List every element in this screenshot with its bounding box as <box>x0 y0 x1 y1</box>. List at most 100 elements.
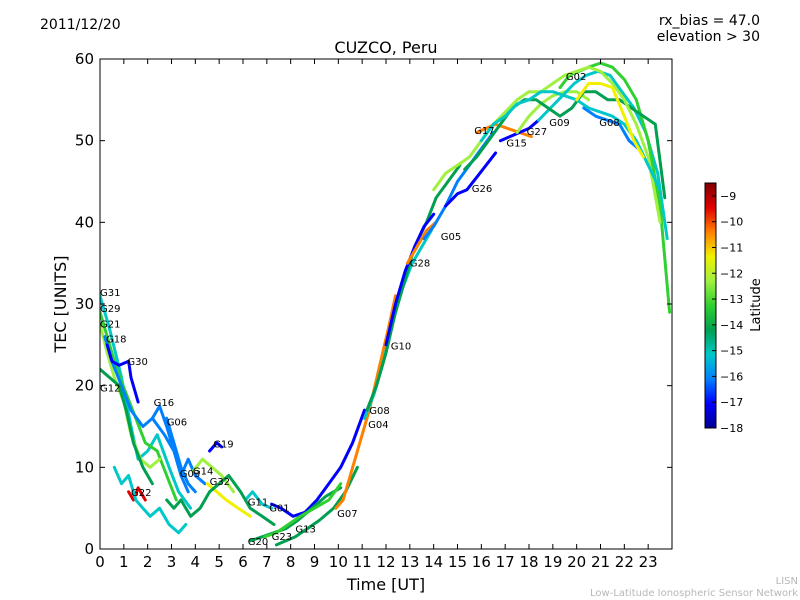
y-tick-label: 40 <box>75 213 94 231</box>
series-g23 <box>263 482 343 539</box>
elevation-label: elevation > 30 <box>656 29 760 45</box>
credits: LISN Low-Latitude Ionospheric Sensor Net… <box>590 576 798 600</box>
satellite-label: G01 <box>269 503 289 514</box>
series-g07 <box>334 294 397 510</box>
colorbar-tick-label: −12 <box>720 267 743 280</box>
satellite-label: G30 <box>127 357 147 368</box>
x-tick-label: 4 <box>191 553 201 571</box>
colorbar-ticks: −9 −10 −11 −12 −13 −14 −15 −16 −17 −18 <box>712 190 743 435</box>
x-tick-label: 22 <box>615 553 634 571</box>
satellite-label: G13 <box>295 525 315 536</box>
chart-title: CUZCO, Peru <box>334 38 438 57</box>
satellite-label: G31 <box>100 288 120 299</box>
y-tick-label: 50 <box>75 132 94 150</box>
satellite-label: G11 <box>248 498 268 509</box>
series-g29b <box>575 82 645 159</box>
series-g27 <box>515 90 591 134</box>
credits-network: Low-Latitude Ionospheric Sensor Network <box>590 588 798 599</box>
satellite-label: G20 <box>248 537 268 548</box>
x-tick-label: 13 <box>400 553 419 571</box>
colorbar-tick-label: −15 <box>720 345 743 358</box>
satellite-label: G23 <box>272 532 292 543</box>
x-tick-label: 21 <box>591 553 610 571</box>
series-g23b <box>463 90 667 200</box>
colorbar-tick-label: −17 <box>720 396 743 409</box>
y-tick-label: 10 <box>75 458 94 476</box>
satellite-label: G07 <box>337 509 357 520</box>
satellite-label: G18 <box>106 334 126 345</box>
date-label: 2011/12/20 <box>40 17 121 33</box>
satellite-label: G08 <box>599 118 619 129</box>
satellite-label: G27 <box>527 127 547 138</box>
x-tick-label: 18 <box>519 553 538 571</box>
y-tick-label: 30 <box>75 295 94 313</box>
satellite-label: G03 <box>180 469 200 480</box>
series-layer <box>100 61 672 547</box>
y-axis-label: TEC [UNITS] <box>51 256 70 354</box>
series-g31b <box>112 465 188 535</box>
satellite-label: G08 <box>369 406 389 417</box>
series-g25b <box>432 65 662 224</box>
x-tick-label: 19 <box>543 553 562 571</box>
x-tick-label: 10 <box>329 553 348 571</box>
satellite-label: G21 <box>100 320 120 331</box>
series-g08 <box>582 106 641 151</box>
x-tick-label: 6 <box>238 553 248 571</box>
x-tick-label: 5 <box>214 553 224 571</box>
x-tick-label: 7 <box>262 553 272 571</box>
y-tick-label: 20 <box>75 377 94 395</box>
series-g19 <box>208 441 224 453</box>
colorbar: −9 −10 −11 −12 −13 −14 −15 −16 −17 −18 Latitude <box>704 182 764 435</box>
satellite-label: G26 <box>472 184 492 195</box>
x-tick-label: 14 <box>424 553 443 571</box>
satellite-label: G22 <box>131 488 151 499</box>
series-g12 <box>100 367 154 486</box>
x-tick-label: 1 <box>119 553 129 571</box>
x-axis-label: Time [UT] <box>346 575 425 594</box>
series-g22 <box>127 486 147 502</box>
series-g06 <box>165 416 197 494</box>
satellite-label: G06 <box>167 418 187 429</box>
series-g18 <box>103 335 185 477</box>
x-tick-label: 2 <box>143 553 153 571</box>
y-tick-label: 60 <box>75 50 94 68</box>
colorbar-label: Latitude <box>749 278 764 332</box>
series-g15b <box>165 474 276 526</box>
series-g26 <box>444 151 498 208</box>
satellite-label: G10 <box>391 342 411 353</box>
credits-org: LISN <box>775 576 798 587</box>
series-g30 <box>105 343 140 404</box>
satellite-label: G17 <box>474 126 494 137</box>
colorbar-tick-label: −13 <box>720 293 743 306</box>
x-tick-label: 3 <box>167 553 177 571</box>
satellite-label: G05 <box>441 232 461 243</box>
colorbar-tick-label: −10 <box>720 216 743 229</box>
axis-ticks: 0 1 2 3 4 5 6 7 8 9 10 11 12 13 14 15 16 17 18 19 20 21 22 2301… <box>75 50 672 571</box>
satellite-label: G14 <box>193 467 213 478</box>
satellite-label: G19 <box>213 440 233 451</box>
series-g14 <box>191 457 235 494</box>
series-g11 <box>243 490 274 510</box>
satellite-label: G12 <box>100 383 120 394</box>
satellite-label: G16 <box>154 398 174 409</box>
rx-info: rx_bias = 47.0 elevation > 30 <box>657 13 760 45</box>
satellite-label: G09 <box>549 118 569 129</box>
y-tick-label: 0 <box>84 540 94 558</box>
x-tick-label: 11 <box>353 553 372 571</box>
x-tick-label: 16 <box>472 553 491 571</box>
x-tick-label: 15 <box>448 553 467 571</box>
satellite-label: G15 <box>506 138 526 149</box>
x-tick-label: 23 <box>639 553 658 571</box>
colorbar-tick-label: −16 <box>720 370 743 383</box>
series-g31 <box>100 294 193 510</box>
series-g15 <box>498 118 540 143</box>
rx-bias-label: rx_bias = 47.0 <box>658 13 760 29</box>
satellite-label: G32 <box>210 477 230 488</box>
series-g01 <box>270 408 366 518</box>
colorbar-bar <box>704 182 717 429</box>
series-g28 <box>405 220 438 265</box>
colorbar-tick-label: −14 <box>720 319 743 332</box>
series-g16 <box>150 404 190 494</box>
